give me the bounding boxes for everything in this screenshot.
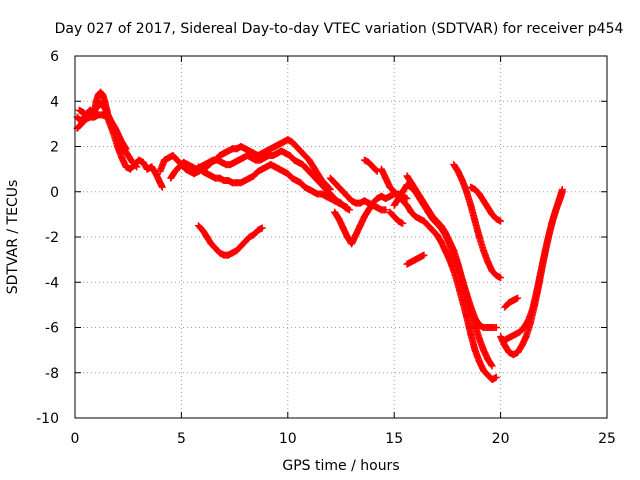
series-arc-3	[75, 100, 130, 153]
data-point-marker	[121, 144, 129, 152]
data-points	[73, 88, 566, 384]
y-tick-label: 2	[50, 140, 59, 156]
data-point-marker	[403, 195, 411, 203]
data-point-marker	[372, 166, 380, 174]
data-point-marker	[343, 204, 351, 212]
data-point-marker	[399, 219, 407, 227]
y-tick-label: 0	[50, 185, 59, 201]
data-point-marker	[420, 251, 428, 259]
x-tick-label: 15	[385, 431, 403, 447]
data-point-marker	[514, 294, 522, 302]
data-point-marker	[488, 362, 496, 370]
y-tick-label: -6	[45, 321, 59, 337]
series-arc-6	[194, 161, 351, 212]
grid	[75, 56, 607, 418]
x-tick-label: 20	[492, 431, 510, 447]
data-point-marker	[492, 373, 500, 381]
x-tick-label: 10	[279, 431, 297, 447]
data-point-marker	[497, 274, 505, 282]
x-tick-label: 0	[71, 431, 80, 447]
x-tick-label: 5	[177, 431, 186, 447]
y-tick-label: 4	[50, 94, 59, 110]
series-arc-13	[403, 172, 500, 331]
x-tick-label: 25	[598, 431, 616, 447]
chart-title: Day 027 of 2017, Sidereal Day-to-day VTE…	[55, 21, 624, 37]
y-tick-label: -4	[45, 275, 59, 291]
series-arc-11	[377, 165, 500, 384]
x-axis-title: GPS time / hours	[282, 458, 399, 474]
y-tick-label: -10	[36, 411, 59, 427]
series-arc-9	[326, 174, 390, 214]
data-point-marker	[382, 206, 390, 214]
data-point-marker	[258, 224, 266, 232]
y-tick-label: -2	[45, 230, 59, 246]
data-point-marker	[158, 183, 166, 191]
data-point-marker	[132, 162, 140, 170]
series-arc-20	[501, 294, 522, 311]
series-arc-10	[360, 156, 381, 175]
series-arc-16	[450, 161, 505, 282]
series-arc-14	[403, 251, 428, 268]
y-tick-label: -8	[45, 366, 59, 382]
y-tick-label: 6	[50, 49, 59, 65]
plot-frame	[74, 55, 608, 419]
series-arc-19	[499, 185, 566, 345]
series-arc-15	[386, 208, 407, 227]
y-axis-title: SDTVAR / TECUs	[5, 180, 21, 295]
series-arc-7	[194, 222, 266, 259]
data-point-marker	[122, 145, 130, 153]
series-arc-17	[467, 183, 505, 225]
data-point-marker	[133, 163, 141, 171]
data-point-marker	[497, 217, 505, 225]
data-point-marker	[558, 185, 566, 193]
tick-labels: 0 5 10 15 20 25 -10 -8 -6 -4 -2 0 2 4 6	[36, 49, 616, 447]
data-point-marker	[492, 324, 500, 331]
data-point-marker	[487, 361, 495, 369]
